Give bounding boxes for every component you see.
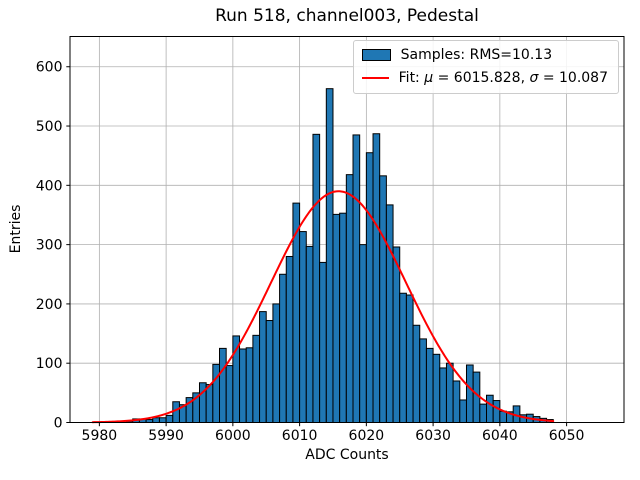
histogram-bar [365,152,374,423]
tick-marks [66,66,568,427]
histogram-bar [419,338,427,423]
histogram-bar [439,367,447,424]
x-tick-label: 6040 [482,428,518,444]
x-tick-label: 5990 [148,428,184,444]
legend-entry-samples: Samples: RMS=10.13 [361,47,608,63]
histogram-bar [158,417,167,424]
x-tick-label: 6050 [549,428,585,444]
histogram-bar [465,364,474,423]
histogram-bar [379,175,387,423]
histogram-bar [305,245,314,423]
histogram-bar [259,311,267,423]
histogram-bar [452,380,461,423]
x-tick-label: 6030 [415,428,451,444]
histogram-bar [412,324,421,424]
histogram-bar [445,362,454,423]
y-tick-label: 300 [36,238,63,254]
histogram-bar [245,347,254,424]
histogram-bar [359,244,367,423]
legend-samples-label: Samples: RMS=10.13 [400,47,553,63]
tick-labels: 5980 5990 6000 6010 6020 6030 6040 6050 0 100 200 3… [36,60,585,444]
histogram-bar [459,399,467,424]
histogram-bar [239,348,247,424]
histogram-bar [272,303,281,423]
histogram-bar [205,384,214,423]
histogram-bar [479,403,487,423]
histogram-bar [499,410,508,424]
histogram-bar [152,417,160,424]
histogram-bar [325,88,334,424]
histogram-bar [252,334,261,423]
chart-title: Run 518, channel003, Pedestal [215,6,479,26]
histogram-bar [385,204,394,423]
plot-border [69,36,625,423]
histogram-bar [392,246,401,423]
fit-curve [91,190,555,424]
histogram-bar [352,134,361,423]
y-tick-label: 100 [36,356,63,372]
legend: Samples: RMS=10.13 Fit: μ = 6015.828, σ … [352,40,619,94]
x-axis-label: ADC Counts [305,447,389,463]
y-axis-label: Entries [8,204,24,254]
histogram-bars [125,88,554,424]
histogram-bar [425,347,434,424]
x-tick-label: 6020 [349,428,385,444]
histogram-bar [212,363,221,424]
histogram-bar [492,400,501,423]
histogram-bar [165,414,174,424]
histogram-bar [339,212,347,423]
histogram-bar [372,133,381,424]
histogram-swatch-icon [361,49,391,61]
histogram-bar [432,353,441,423]
x-tick-label: 6000 [215,428,251,444]
y-tick-label: 600 [36,60,63,76]
y-tick-label: 400 [36,178,63,194]
y-tick-label: 500 [36,119,63,135]
histogram-bar [399,292,407,423]
y-tick-label: 0 [54,416,63,432]
histogram-bar [265,320,274,423]
histogram-bar [225,365,234,423]
legend-entry-fit: Fit: μ = 6015.828, σ = 10.087 [361,70,608,86]
histogram-bar [312,133,321,424]
histogram-bar [405,294,414,423]
histogram-bar [486,394,494,424]
x-tick-label: 5980 [82,428,118,444]
histogram-bar [219,347,227,424]
histogram-bar [299,231,307,423]
histogram-bar [332,213,341,423]
histogram-bar [279,273,287,423]
histogram-bar [285,255,294,424]
x-tick-label: 6010 [282,428,318,444]
histogram-bar [172,401,180,423]
histogram-bar [319,261,327,423]
fit-line-swatch-icon [361,77,389,79]
y-tick-label: 200 [36,297,63,313]
histogram-bar [345,174,354,423]
legend-fit-label: Fit: μ = 6015.828, σ = 10.087 [398,70,608,86]
